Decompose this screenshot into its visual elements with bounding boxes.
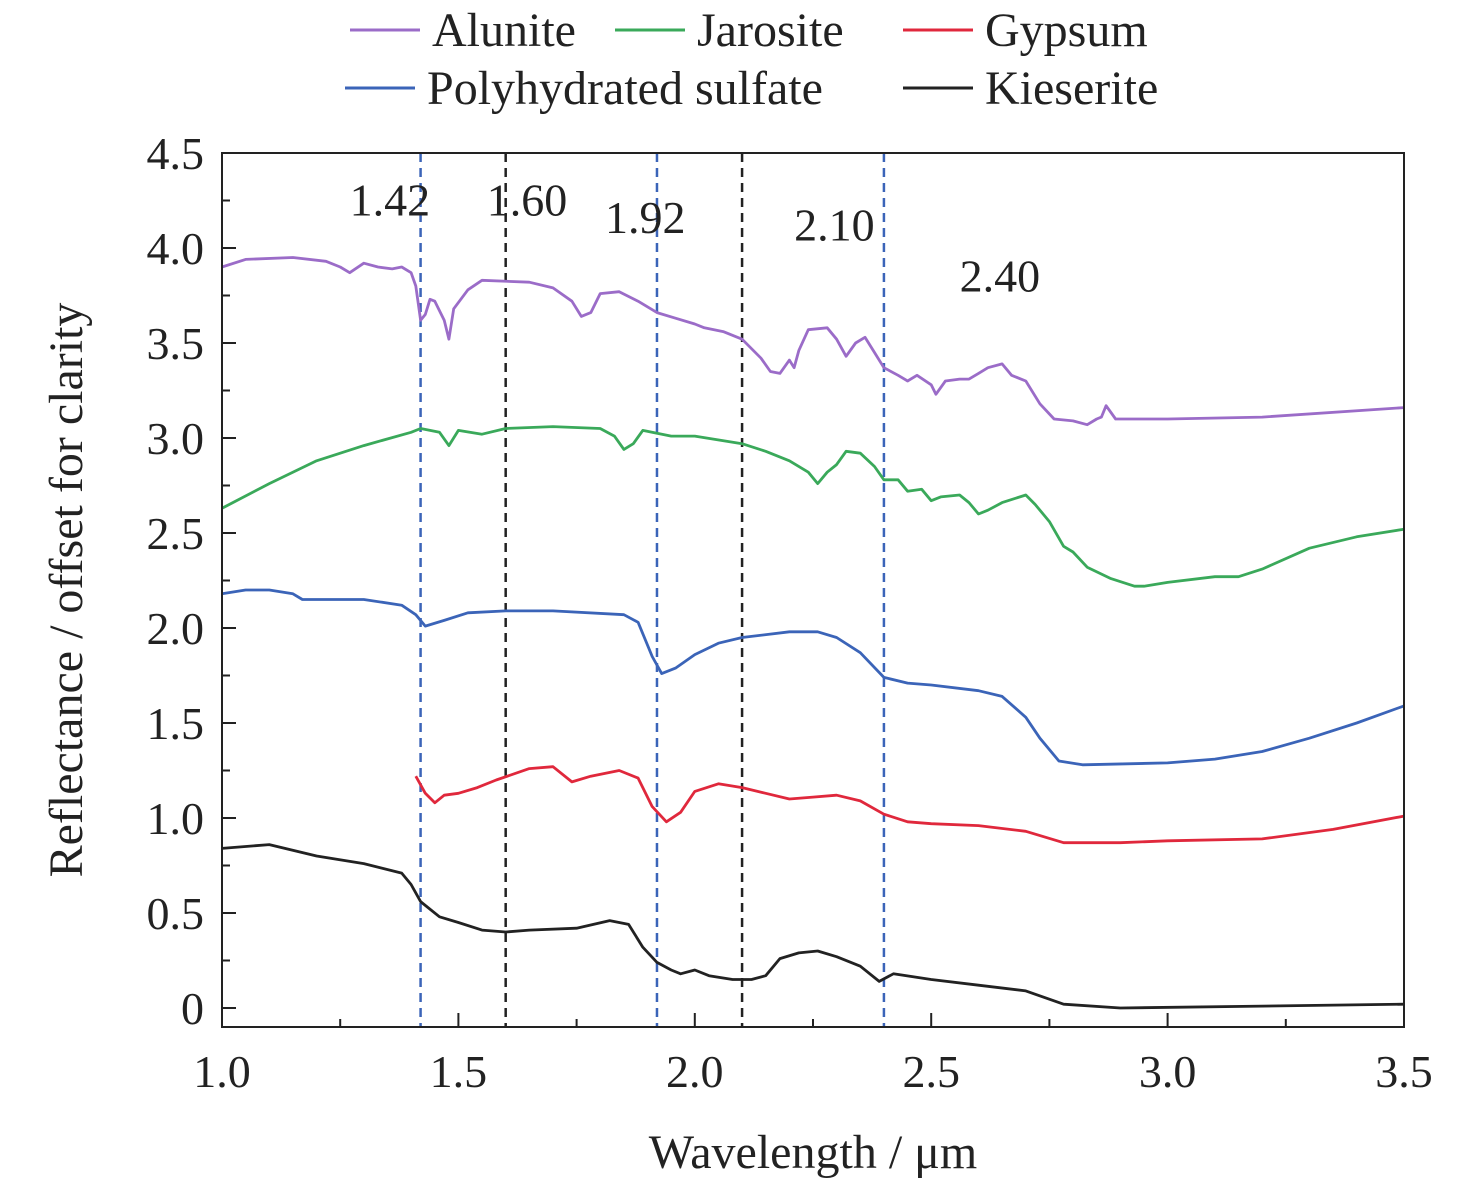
x-axis-label: Wavelength / μm	[649, 1126, 977, 1179]
y-tick-label: 1.0	[147, 793, 205, 844]
x-tick-label: 2.5	[902, 1046, 960, 1097]
y-tick-label: 4.0	[147, 223, 205, 274]
series-line-polyhydrated-sulfate	[221, 588, 1405, 767]
x-tick-label: 1.5	[430, 1046, 488, 1097]
y-axis-label: Reflectance / offset for clarity	[40, 303, 93, 878]
legend-label: Alunite	[432, 4, 576, 57]
series-lines	[221, 256, 1405, 1010]
legend-label: Kieserite	[985, 62, 1158, 115]
y-tick-label: 4.5	[147, 128, 205, 179]
series-line-alunite	[221, 256, 1405, 427]
y-tick-label: 0	[181, 983, 204, 1034]
reference-line-label: 1.42	[350, 175, 431, 226]
reference-line-label: 1.92	[605, 192, 686, 243]
axes: 1.0 1.5 2.0 2.5 3.0 3.5 0 0.5 1.0 1.5 2.0 2.5 3.0 3.5…	[147, 128, 1433, 1097]
y-tick-label: 0.5	[147, 888, 205, 939]
y-tick-label: 3.5	[147, 318, 205, 369]
x-tick-label: 3.0	[1139, 1046, 1197, 1097]
x-tick-label: 3.5	[1375, 1046, 1433, 1097]
plot-frame	[221, 152, 1405, 1028]
legend: Alunite Jarosite Gypsum Polyhydrated sulfat…	[345, 4, 1158, 115]
y-tick-label: 2.5	[147, 508, 205, 559]
reference-lines: 1.42 1.60 1.92 2.10 2.40	[350, 153, 1040, 1027]
x-tick-label: 1.0	[193, 1046, 251, 1097]
reference-line-label: 1.60	[487, 175, 568, 226]
legend-label: Polyhydrated sulfate	[427, 62, 823, 115]
legend-label: Gypsum	[985, 4, 1148, 57]
y-tick-label: 1.5	[147, 698, 205, 749]
reference-line-label: 2.40	[960, 251, 1041, 302]
y-tick-label: 2.0	[147, 603, 205, 654]
series-line-kieserite	[221, 843, 1405, 1010]
reference-line-label: 2.10	[794, 199, 875, 250]
legend-label: Jarosite	[697, 4, 844, 57]
series-line-gypsum	[414, 765, 1405, 845]
series-line-jarosite	[221, 425, 1405, 588]
y-tick-label: 3.0	[147, 413, 205, 464]
x-tick-label: 2.0	[666, 1046, 724, 1097]
